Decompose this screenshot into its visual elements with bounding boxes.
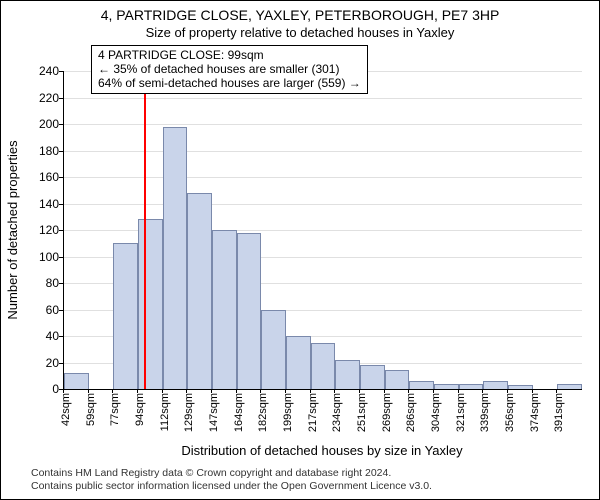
y-tick-label: 220: [19, 91, 59, 105]
histogram-bar: [212, 230, 237, 389]
x-tick-label: 286sqm: [405, 393, 417, 432]
attribution-line1: Contains HM Land Registry data © Crown c…: [31, 467, 589, 480]
x-tick-label: 112sqm: [159, 393, 171, 431]
y-tick-label: 120: [19, 223, 59, 237]
x-tick-label: 234sqm: [331, 393, 343, 432]
x-tick-label: 164sqm: [233, 393, 245, 432]
y-tick-mark: [59, 363, 63, 364]
y-tick-mark: [59, 151, 63, 152]
y-tick-label: 100: [19, 250, 59, 264]
histogram-bar: [187, 193, 212, 389]
y-tick-mark: [59, 124, 63, 125]
chart-container: 4, PARTRIDGE CLOSE, YAXLEY, PETERBOROUGH…: [0, 0, 600, 500]
y-tick-label: 60: [19, 303, 59, 317]
histogram-bar: [508, 385, 533, 389]
x-tick-label: 304sqm: [430, 393, 442, 432]
x-tick-label: 217sqm: [307, 393, 319, 432]
y-tick-mark: [59, 336, 63, 337]
y-tick-label: 240: [19, 64, 59, 78]
y-tick-mark: [59, 71, 63, 72]
histogram-bar: [434, 384, 459, 389]
y-tick-mark: [59, 98, 63, 99]
y-tick-label: 160: [19, 170, 59, 184]
histogram-bar: [286, 336, 311, 389]
y-tick-label: 40: [19, 329, 59, 343]
attribution-line2: Contains public sector information licen…: [31, 480, 589, 493]
histogram-bar: [261, 310, 286, 390]
chart-title-line1: 4, PARTRIDGE CLOSE, YAXLEY, PETERBOROUGH…: [1, 7, 599, 23]
chart-title-line2: Size of property relative to detached ho…: [1, 25, 599, 40]
histogram-bar: [483, 381, 508, 389]
histogram-bar: [385, 370, 410, 389]
y-tick-mark: [59, 283, 63, 284]
histogram-bar: [237, 233, 262, 389]
x-tick-label: 129sqm: [183, 393, 195, 432]
x-tick-label: 321sqm: [455, 393, 467, 432]
histogram-bar: [459, 384, 484, 389]
x-tick-label: 42sqm: [60, 393, 72, 426]
x-tick-label: 147sqm: [208, 393, 220, 432]
y-tick-mark: [59, 310, 63, 311]
x-tick-label: 199sqm: [282, 393, 294, 432]
annotation-line3: 64% of semi-detached houses are larger (…: [98, 76, 361, 90]
y-tick-label: 20: [19, 356, 59, 370]
y-tick-mark: [59, 204, 63, 205]
histogram-bar: [163, 127, 188, 389]
y-tick-label: 0: [19, 382, 59, 396]
x-tick-label: 269sqm: [381, 393, 393, 432]
x-tick-label: 94sqm: [134, 393, 146, 426]
gridline: [64, 204, 582, 205]
histogram-bar: [335, 360, 360, 389]
gridline: [64, 177, 582, 178]
histogram-bar: [360, 365, 385, 389]
gridline: [64, 98, 582, 99]
x-tick-label: 182sqm: [257, 393, 269, 432]
x-tick-label: 339sqm: [479, 393, 491, 432]
histogram-bar: [138, 219, 163, 389]
gridline: [64, 151, 582, 152]
x-tick-label: 251sqm: [356, 393, 368, 432]
x-tick-label: 59sqm: [85, 393, 97, 426]
attribution-text: Contains HM Land Registry data © Crown c…: [31, 467, 589, 493]
histogram-bar: [311, 343, 336, 389]
annotation-line2: ← 35% of detached houses are smaller (30…: [98, 62, 361, 76]
histogram-bar: [557, 384, 582, 389]
y-tick-mark: [59, 177, 63, 178]
y-tick-mark: [59, 230, 63, 231]
histogram-bar: [409, 381, 434, 389]
x-axis-label: Distribution of detached houses by size …: [63, 443, 581, 458]
y-axis-label: Number of detached properties: [5, 51, 20, 230]
y-tick-label: 180: [19, 144, 59, 158]
x-tick-label: 77sqm: [109, 393, 121, 426]
x-tick-label: 356sqm: [504, 393, 516, 432]
histogram-bar: [113, 243, 138, 389]
plot-area: [63, 71, 582, 390]
y-tick-mark: [59, 257, 63, 258]
x-tick-label: 374sqm: [529, 393, 541, 432]
y-tick-label: 140: [19, 197, 59, 211]
y-tick-label: 80: [19, 276, 59, 290]
annotation-box: 4 PARTRIDGE CLOSE: 99sqm ← 35% of detach…: [91, 45, 368, 94]
histogram-bar: [64, 373, 89, 389]
annotation-line1: 4 PARTRIDGE CLOSE: 99sqm: [98, 48, 361, 62]
reference-line: [144, 71, 146, 389]
x-tick-label: 391sqm: [553, 393, 565, 432]
y-tick-label: 200: [19, 117, 59, 131]
gridline: [64, 124, 582, 125]
